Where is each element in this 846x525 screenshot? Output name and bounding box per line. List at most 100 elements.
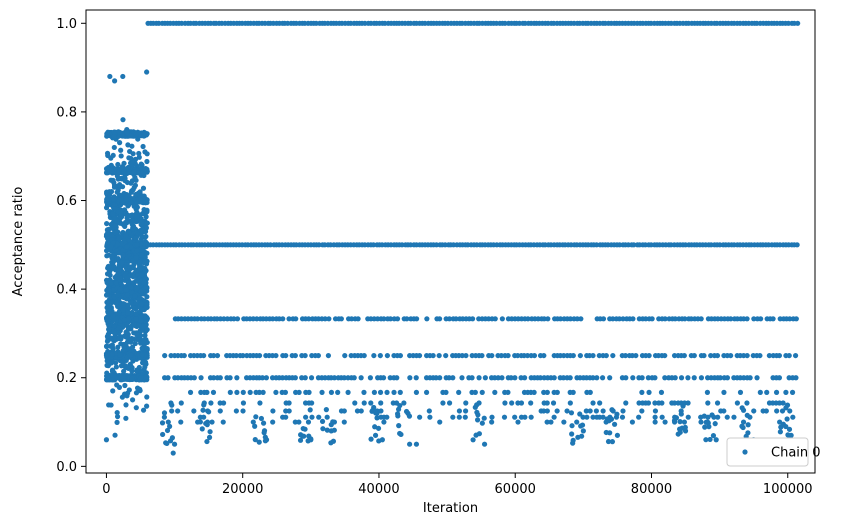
data-point [342,352,348,359]
data-point [682,428,689,434]
data-point [708,352,714,359]
data-point [577,352,583,359]
y-tick-label: 0.2 [56,371,77,386]
data-point [123,415,129,421]
data-point [384,352,390,359]
data-point [717,375,723,381]
data-point [129,143,135,149]
data-point [577,411,583,417]
data-point [680,403,686,409]
data-point [672,316,678,322]
data-point [171,441,178,447]
data-point [691,375,697,381]
data-point [144,394,150,400]
data-point [129,344,136,350]
data-point [140,323,146,330]
data-point [128,180,134,186]
data-point [138,227,144,233]
data-point [794,242,800,248]
data-point [610,352,616,359]
data-point [139,345,145,351]
data-point [492,389,498,395]
data-point [474,417,481,423]
data-point [144,345,150,352]
data-point [109,299,115,305]
data-point [308,375,315,381]
data-point [610,316,616,322]
data-point [134,248,140,254]
data-point [323,407,329,413]
data-point [273,389,279,395]
data-point [113,280,119,286]
data-point [279,375,286,381]
data-point [316,242,322,248]
data-point [106,402,112,408]
data-point [773,389,780,395]
data-point [397,389,403,395]
data-point [776,375,783,381]
data-point [578,423,584,429]
data-point [652,414,658,420]
data-point [132,174,138,181]
data-point [703,437,709,443]
data-point [631,242,637,248]
data-point [550,400,557,406]
data-point [201,414,207,420]
data-point [453,316,459,322]
data-point [652,400,658,406]
data-point [320,426,326,432]
data-point [191,375,197,381]
data-point [652,419,658,425]
data-point [104,196,110,202]
data-point [734,400,740,406]
data-point [645,375,651,381]
data-point [574,316,580,322]
data-point [136,295,143,302]
data-point [201,316,207,322]
data-point [658,389,665,395]
data-point [545,316,551,322]
data-point [260,420,267,426]
data-point [505,352,511,359]
data-point [397,402,403,409]
data-point [792,352,799,359]
data-point [315,352,321,359]
data-point [639,375,645,381]
data-point [259,375,266,381]
data-point [551,414,557,420]
data-point [413,389,420,395]
data-point [170,450,176,456]
data-point [126,229,132,235]
data-point [110,313,116,319]
data-point [309,414,315,420]
data-point [375,425,382,431]
data-point [440,400,446,406]
data-point [544,400,550,406]
data-point [354,408,361,414]
data-point [104,220,110,227]
data-point [367,375,373,381]
data-point [659,414,665,420]
data-point [541,408,547,414]
data-point [108,280,114,286]
data-point [600,316,607,322]
data-point [368,436,374,442]
data-point [104,305,110,311]
data-point [240,408,246,414]
data-point [263,375,269,381]
data-point [645,400,652,406]
data-point [112,206,118,212]
data-point [126,316,132,322]
data-point [787,408,793,414]
data-point [129,336,135,342]
data-point [128,300,134,306]
data-point [131,262,137,268]
data-point [404,316,410,322]
data-point [387,316,394,322]
data-point [437,375,443,381]
data-point [541,316,547,322]
data-point [111,144,117,151]
data-point [324,414,330,420]
data-point [111,264,117,270]
data-point [120,307,126,313]
